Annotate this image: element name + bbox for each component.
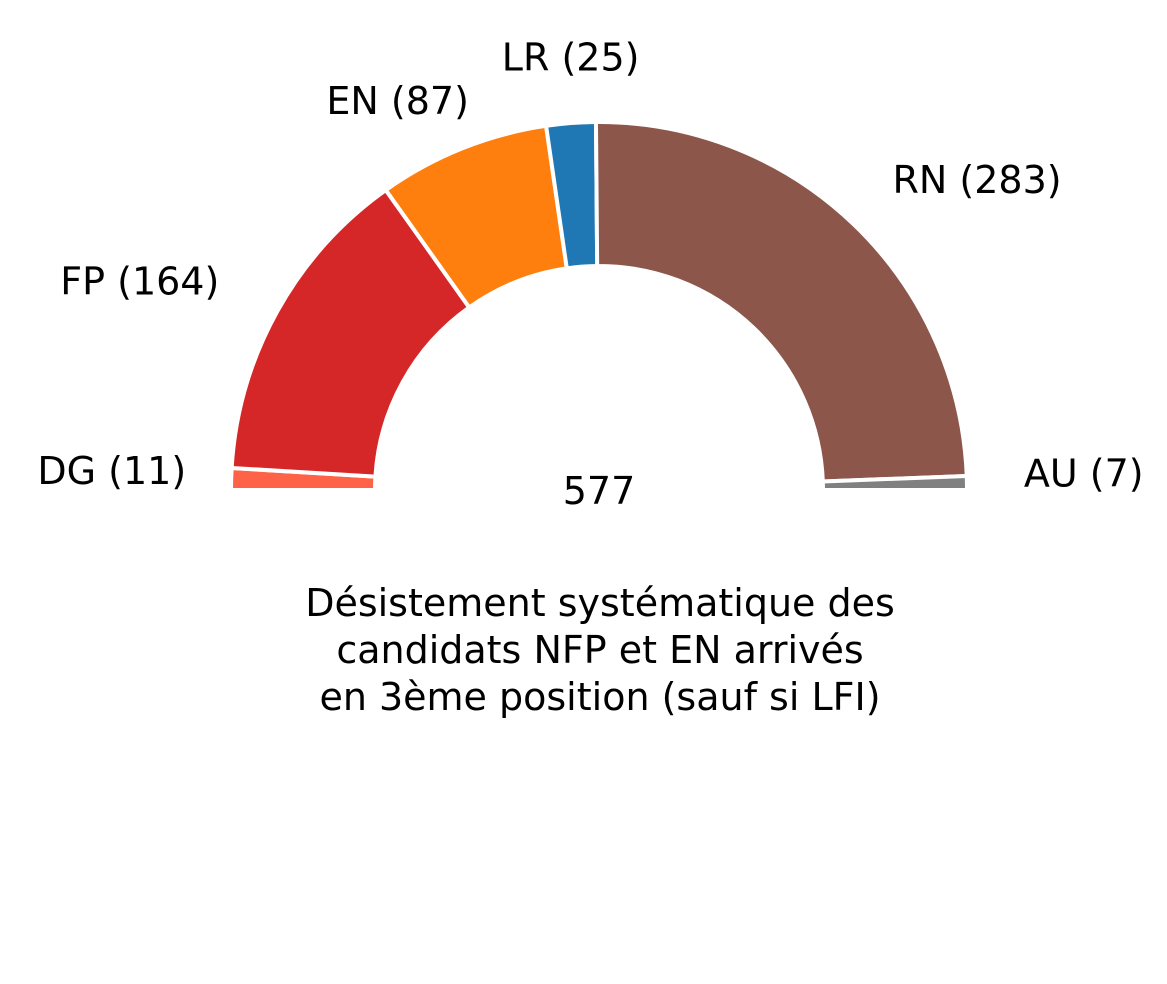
segment-label-fp: FP (164) xyxy=(60,259,219,303)
caption-line-3: en 3ème position (sauf si LFI) xyxy=(319,675,881,719)
segment-rn xyxy=(593,120,969,484)
segment-label-dg: DG (11) xyxy=(37,449,186,493)
segment-au xyxy=(820,473,969,492)
caption-line-2: candidats NFP et EN arrivés xyxy=(336,628,864,672)
segment-label-lr: LR (25) xyxy=(502,36,640,80)
segment-label-au: AU (7) xyxy=(1024,451,1144,495)
caption-line-1: Désistement systématique des xyxy=(305,581,895,625)
chart-caption: Désistement systématique des candidats N… xyxy=(0,580,1167,721)
segment-label-rn: RN (283) xyxy=(892,158,1061,202)
chart-labels: DG (11) FP (164) EN (87) LR (25) RN (283) AU … xyxy=(37,36,1143,496)
segment-label-en: EN (87) xyxy=(326,79,469,123)
total-seats-label: 577 xyxy=(563,469,636,513)
chart-segments xyxy=(229,120,969,492)
